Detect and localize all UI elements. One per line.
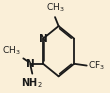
Text: NH$_2$: NH$_2$ (21, 76, 43, 90)
Text: N: N (26, 59, 35, 69)
Text: N: N (39, 34, 47, 44)
Text: CF$_3$: CF$_3$ (88, 59, 105, 72)
Text: CH$_3$: CH$_3$ (46, 2, 64, 14)
Text: CH$_3$: CH$_3$ (2, 44, 21, 57)
